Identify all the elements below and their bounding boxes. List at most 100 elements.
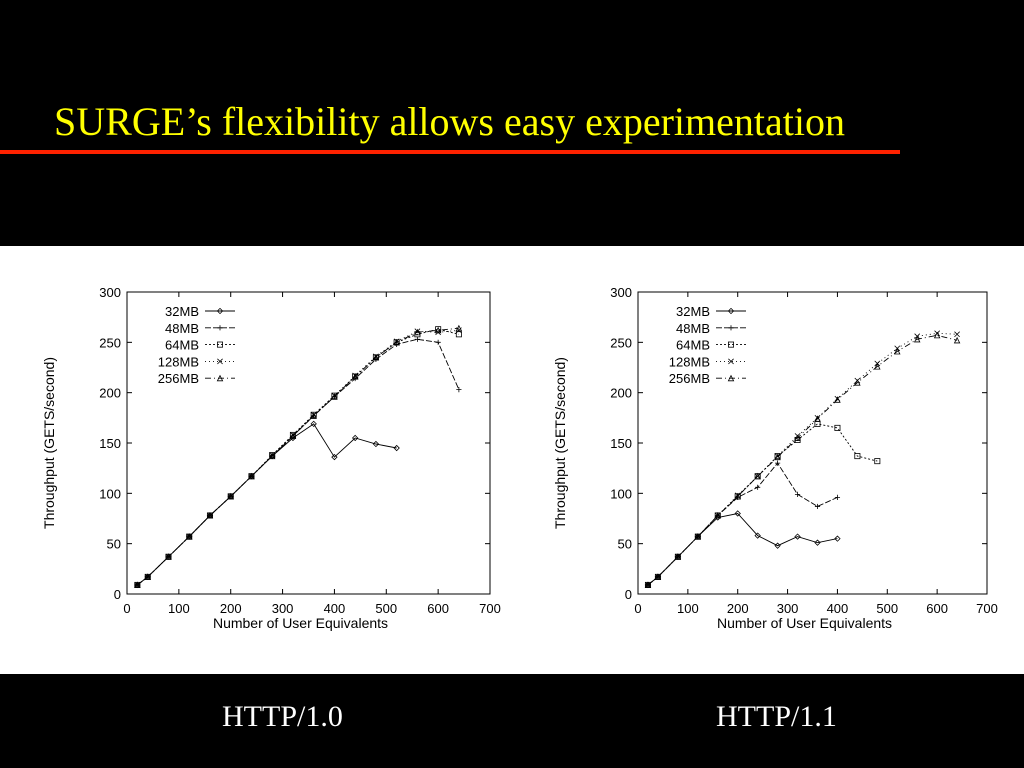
legend-marker	[217, 325, 223, 331]
y-tick-label: 200	[610, 386, 632, 401]
caption-http11: HTTP/1.1	[716, 700, 837, 733]
x-tick-label: 700	[976, 601, 998, 616]
x-tick-label: 300	[272, 601, 294, 616]
x-tick-label: 200	[727, 601, 749, 616]
y-tick-label: 250	[99, 335, 121, 350]
series-64mb	[644, 420, 881, 588]
chart-1: 0 100 200 300 400 500 600 700 0 50 100 150 200 250 300…	[41, 285, 501, 631]
data-point	[372, 440, 380, 448]
data-point	[794, 533, 801, 540]
data-point	[854, 453, 861, 460]
data-point	[654, 573, 662, 580]
series-line	[647, 462, 838, 586]
chart-2: 0 100 200 300 400 500 600 700 0 50 100 150 200 250 300…	[552, 285, 998, 631]
legend-marker	[727, 307, 735, 315]
data-point	[268, 452, 276, 460]
data-point	[834, 535, 841, 542]
x-tick-label: 100	[677, 601, 699, 616]
y-tick-label: 300	[99, 285, 121, 300]
data-point	[694, 533, 702, 540]
data-point	[794, 491, 801, 497]
data-point	[933, 331, 941, 339]
y-tick-label: 150	[610, 436, 632, 451]
legend-label: 32MB	[676, 304, 710, 319]
y-tick-label: 0	[114, 587, 121, 602]
x-tick-label: 0	[634, 601, 641, 616]
legend-label: 256MB	[669, 371, 710, 386]
data-point	[455, 324, 463, 332]
y-tick-label: 50	[618, 537, 632, 552]
data-point	[434, 326, 442, 334]
charts-canvas: 0 100 200 300 400 500 600 700050100150200250300…	[41, 285, 998, 631]
y-tick-label: 50	[107, 537, 121, 552]
data-point	[834, 494, 841, 500]
legend-label: 256MB	[158, 371, 199, 386]
data-point	[144, 573, 151, 580]
data-point	[814, 503, 821, 510]
data-point	[913, 335, 921, 343]
data-point	[248, 472, 255, 480]
data-point	[393, 338, 400, 346]
legend-marker	[728, 358, 734, 365]
title-underline	[0, 150, 900, 154]
y-axis-label: Throughput (GETS/second)	[552, 357, 568, 529]
data-point	[310, 411, 317, 418]
y-tick-label: 0	[625, 587, 632, 602]
data-point	[331, 392, 338, 399]
series-line	[647, 334, 958, 586]
data-point	[814, 415, 821, 422]
legend-marker	[727, 374, 735, 382]
chart-panel: 0 100 200 300 400 500 600 700 0 50 100 150 200 250 300…	[0, 246, 1024, 674]
data-point	[310, 420, 317, 428]
x-axis-label: Number of User Equivalents	[213, 615, 388, 631]
data-point	[414, 336, 420, 342]
y-tick-label: 100	[99, 486, 121, 501]
series-32mb	[644, 510, 841, 589]
caption-http10: HTTP/1.0	[222, 700, 343, 733]
x-tick-label: 600	[427, 601, 449, 616]
legend-label: 48MB	[165, 321, 199, 336]
data-point	[165, 553, 172, 560]
series-32mb	[134, 420, 400, 589]
data-point	[754, 472, 761, 480]
x-tick-label: 200	[220, 601, 242, 616]
data-point	[953, 336, 961, 344]
data-point	[854, 379, 861, 386]
data-point	[206, 511, 214, 519]
x-tick-label: 600	[926, 601, 948, 616]
x-tick-label: 500	[876, 601, 898, 616]
legend-marker	[217, 358, 223, 365]
x-tick-label: 0	[123, 601, 130, 616]
y-tick-label: 150	[99, 436, 121, 451]
x-axis-label: Number of User Equivalents	[717, 615, 892, 631]
data-point	[455, 331, 462, 338]
x-tick-label: 400	[324, 601, 346, 616]
data-point	[134, 581, 141, 588]
legend-marker	[216, 307, 224, 315]
legend-marker	[728, 325, 734, 331]
data-point	[372, 353, 380, 361]
y-tick-label: 200	[99, 386, 121, 401]
data-point	[834, 396, 841, 403]
data-point	[185, 533, 193, 540]
series-256mb	[644, 331, 961, 588]
data-point	[954, 331, 960, 338]
data-point	[331, 453, 338, 461]
y-tick-label: 100	[610, 486, 632, 501]
legend-marker	[728, 341, 735, 348]
series-line	[647, 513, 838, 586]
y-tick-label: 250	[610, 335, 632, 350]
series-48mb	[645, 460, 841, 588]
legend-label: 48MB	[676, 321, 710, 336]
series-line	[647, 423, 878, 586]
data-point	[874, 362, 881, 370]
data-point	[774, 453, 781, 461]
series-line	[137, 327, 459, 586]
x-tick-label: 700	[479, 601, 501, 616]
data-point	[456, 387, 462, 393]
legend-label: 64MB	[165, 338, 199, 353]
data-point	[414, 328, 421, 336]
data-point	[435, 339, 441, 345]
data-point	[814, 420, 821, 427]
legend-label: 32MB	[165, 304, 199, 319]
